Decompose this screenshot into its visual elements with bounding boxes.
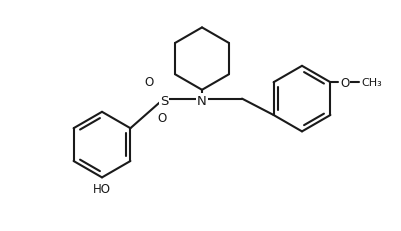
Text: O: O — [157, 112, 166, 125]
Text: S: S — [160, 94, 168, 107]
Text: N: N — [196, 94, 207, 107]
Text: HO: HO — [93, 182, 111, 195]
Text: O: O — [144, 76, 153, 89]
Text: CH₃: CH₃ — [360, 78, 381, 88]
Text: O: O — [340, 76, 349, 89]
